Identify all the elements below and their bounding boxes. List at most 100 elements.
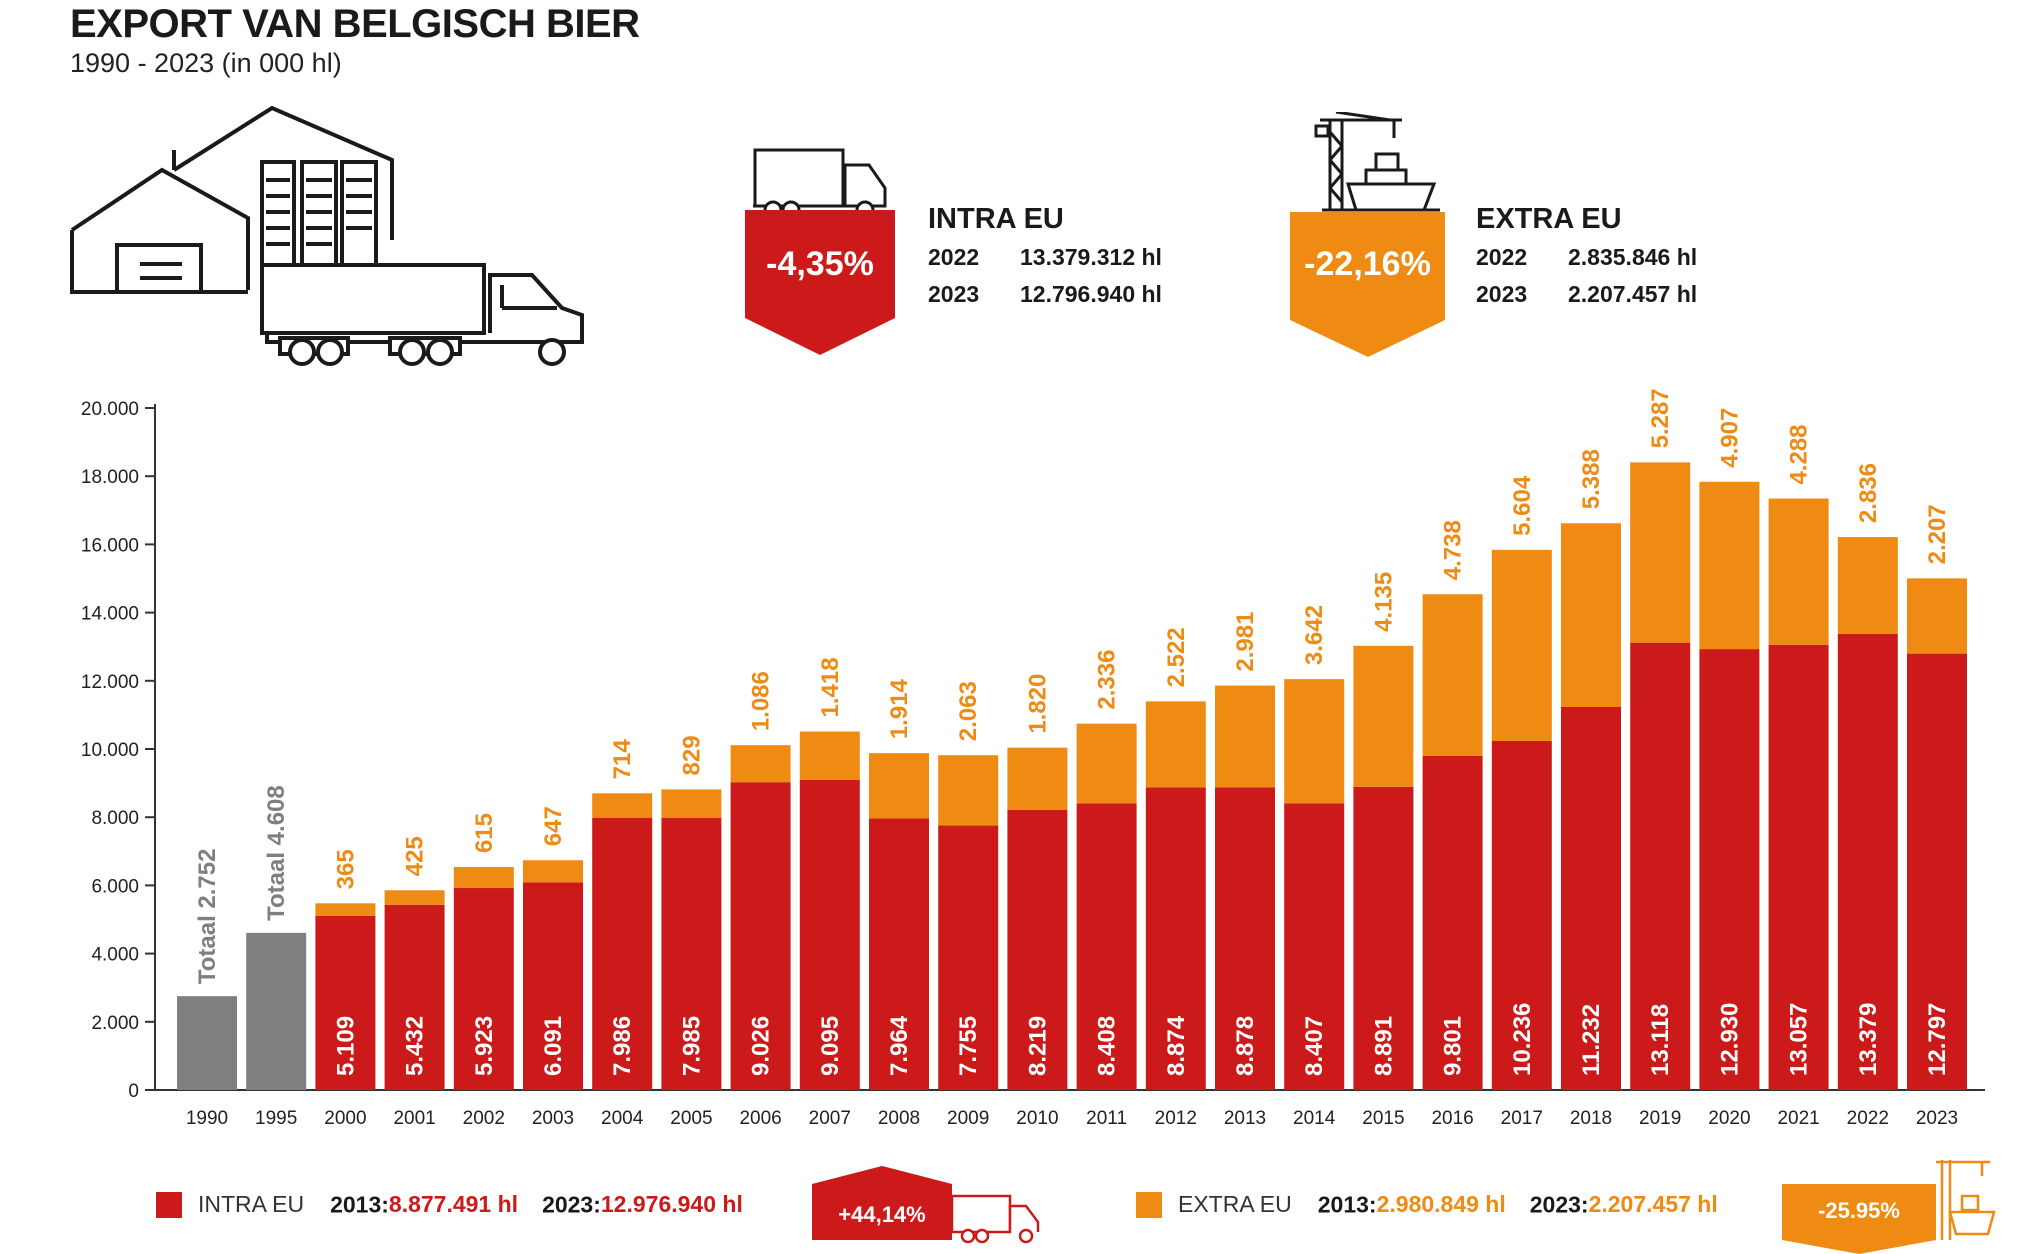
intra-change-badge — [812, 1166, 1040, 1244]
extra-percent: -22,16% — [1304, 245, 1431, 283]
intra-bar — [1145, 787, 1206, 1090]
intra-value-label: 12.930 — [1716, 1003, 1743, 1076]
extra-bar — [592, 793, 653, 818]
x-tick-label: 2022 — [1847, 1108, 1889, 1129]
y-tick-label: 0 — [128, 1081, 139, 1102]
extra-bar — [1699, 481, 1760, 650]
total-bar — [177, 996, 237, 1090]
extra-value-label: 3.642 — [1301, 605, 1328, 665]
y-tick-label: 14.000 — [81, 604, 139, 625]
extra-value-label: 4.738 — [1440, 520, 1467, 580]
intra-bar — [1630, 642, 1691, 1090]
y-tick-label: 20.000 — [81, 399, 139, 420]
intra-value-label: 7.986 — [609, 1016, 636, 1076]
intra-truck-icon — [745, 148, 895, 355]
x-tick-label: 2012 — [1155, 1108, 1197, 1129]
intra-bar — [661, 817, 722, 1090]
intra-title: INTRA EU — [928, 203, 1064, 235]
extra-value-label: 2.981 — [1232, 612, 1259, 672]
extra-bar — [799, 731, 860, 780]
extra-bar — [1491, 549, 1552, 741]
intra-bar — [730, 782, 791, 1090]
intra-bar — [1768, 644, 1829, 1090]
intra-value-label: 7.985 — [678, 1016, 705, 1076]
x-tick-label: 2008 — [878, 1108, 920, 1129]
extra-bar — [1145, 701, 1206, 788]
extra-crane-ship-icon — [1290, 112, 1445, 357]
intra-value-label: 8.874 — [1163, 1015, 1190, 1076]
intra-bar — [1353, 786, 1414, 1090]
intra-bar — [384, 904, 445, 1090]
extra-value-label: 1.820 — [1024, 674, 1051, 734]
intra-value-label: 12.797 — [1924, 1003, 1951, 1076]
x-tick-label: 1990 — [186, 1108, 228, 1129]
intra-bar — [799, 779, 860, 1090]
extra-title: EXTRA EU — [1476, 203, 1622, 235]
intra-bar — [453, 888, 514, 1090]
extra-bar — [1284, 679, 1345, 804]
x-tick-label: 2019 — [1639, 1108, 1681, 1129]
extra-value-label: 1.914 — [886, 678, 913, 739]
x-tick-label: 2013 — [1224, 1108, 1266, 1129]
page-title: EXPORT VAN BELGISCH BIER — [70, 2, 640, 46]
extra-value-label: 5.388 — [1578, 449, 1605, 509]
y-tick-label: 12.000 — [81, 672, 139, 693]
intra-bar — [1422, 755, 1483, 1090]
intra-bar — [1284, 803, 1345, 1090]
x-tick-label: 2021 — [1777, 1108, 1819, 1129]
y-tick-label: 18.000 — [81, 467, 139, 488]
extra-bar — [523, 860, 583, 883]
intra-bar — [1076, 803, 1137, 1090]
total-bar-label: Totaal 4.608 — [263, 785, 290, 921]
extra-change-percent: -25.95% — [1818, 1198, 1900, 1223]
intra-value-label: 13.057 — [1786, 1003, 1813, 1076]
extra-bar — [1353, 645, 1414, 787]
intra-value-label: 11.232 — [1578, 1004, 1605, 1076]
extra-bar — [1422, 594, 1483, 756]
legend-extra: EXTRA EU 2013:2.980.849 hl 2023:2.207.457 … — [1136, 1190, 1742, 1230]
extra-change-badge — [1782, 1160, 1996, 1254]
extra-bar — [661, 789, 722, 818]
legend-extra-label: EXTRA EU — [1178, 1191, 1292, 1218]
extra-bar — [1907, 578, 1967, 654]
extra-value-label: 2.207 — [1924, 504, 1951, 564]
extra-value-label: 5.604 — [1509, 475, 1536, 536]
intra-value-label: 9.026 — [748, 1016, 775, 1076]
intra-bar — [1837, 633, 1898, 1090]
extra-value-label: 615 — [471, 813, 498, 853]
extra-bar — [1076, 723, 1137, 804]
intra-change-percent: +44,14% — [838, 1202, 926, 1227]
extra-value-label: 1.086 — [748, 671, 775, 731]
intra-bar — [1215, 787, 1275, 1090]
x-tick-label: 2001 — [393, 1108, 435, 1129]
y-tick-label: 8.000 — [91, 808, 139, 829]
intra-value-label: 8.408 — [1094, 1016, 1121, 1076]
intra-bar — [1007, 809, 1068, 1090]
x-tick-label: 2004 — [601, 1108, 644, 1129]
intra-value-label: 9.801 — [1440, 1016, 1467, 1076]
x-tick-label: 2005 — [670, 1108, 712, 1129]
intra-value-label: 8.407 — [1301, 1016, 1328, 1076]
intra-bar — [1561, 706, 1621, 1090]
x-tick-label: 2015 — [1362, 1108, 1404, 1129]
intra-row-2022: 2022 13.379.312 hl — [928, 244, 1162, 270]
extra-value-label: 2.836 — [1855, 463, 1882, 523]
intra-value-label: 7.755 — [955, 1016, 982, 1076]
x-tick-label: 2016 — [1431, 1108, 1473, 1129]
x-tick-label: 1995 — [255, 1108, 297, 1129]
intra-bar — [523, 882, 583, 1090]
x-tick-label: 2023 — [1916, 1108, 1958, 1129]
x-tick-label: 2002 — [463, 1108, 505, 1129]
intra-value-label: 8.891 — [1370, 1016, 1397, 1076]
intra-value-label: 10.236 — [1509, 1003, 1536, 1076]
extra-bar — [384, 890, 445, 905]
x-tick-label: 2018 — [1570, 1108, 1612, 1129]
x-tick-label: 2010 — [1016, 1108, 1058, 1129]
intra-bar — [1907, 653, 1967, 1090]
intra-value-label: 8.219 — [1024, 1016, 1051, 1076]
extra-value-label: 365 — [332, 849, 359, 889]
x-tick-label: 2014 — [1293, 1108, 1336, 1129]
x-tick-label: 2011 — [1086, 1108, 1127, 1129]
intra-percent-badge — [745, 210, 895, 355]
extra-bar — [1215, 685, 1275, 788]
